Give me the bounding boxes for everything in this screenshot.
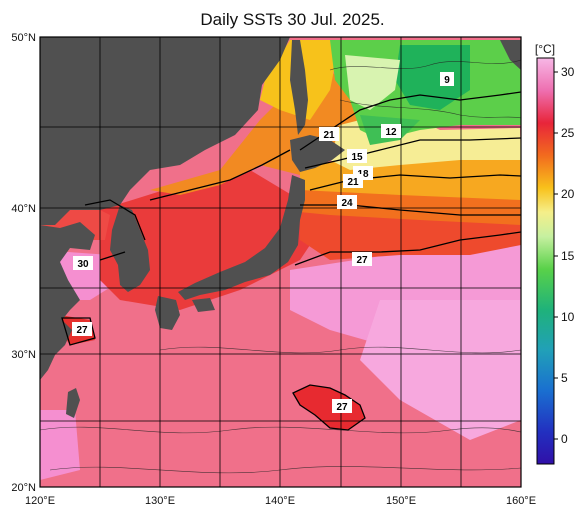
svg-text:12: 12 (385, 127, 397, 138)
lon-label-160e: 160°E (506, 495, 536, 507)
lon-label-140e: 140°E (265, 495, 295, 507)
colorbar-gradient (536, 57, 555, 465)
isotherm-label-15: 15 (347, 149, 367, 163)
lon-label-150e: 150°E (386, 495, 416, 507)
lat-label-40n: 40°N (11, 203, 36, 215)
lat-label-20n: 20°N (11, 482, 36, 494)
isotherm-label-27-east: 27 (352, 252, 372, 266)
lon-label-120e: 120°E (25, 495, 55, 507)
map-frame (39, 36, 522, 488)
colorbar: [°C] 30 25 20 15 10 5 0 (535, 42, 575, 465)
svg-text:24: 24 (341, 198, 353, 209)
isotherm-label-21-north: 21 (319, 127, 339, 141)
svg-text:27: 27 (76, 325, 88, 336)
isotherm-label-30: 30 (73, 256, 93, 270)
colorbar-unit: [°C] (535, 42, 555, 56)
isotherm-label-27-west: 27 (72, 322, 92, 336)
isotherm-label-12: 12 (381, 124, 401, 138)
graticule (40, 37, 521, 487)
colorbar-tick-0: 0 (561, 432, 568, 446)
isotherm-label-24: 24 (337, 195, 357, 209)
isotherm-labels: 9 12 15 18 21 21 24 27 30 27 27 (72, 72, 454, 413)
sst-field (40, 37, 521, 487)
longitude-labels: 120°E 130°E 140°E 150°E 160°E (25, 495, 536, 507)
lat-label-50n: 50°N (11, 32, 36, 44)
isotherm-label-27-south: 27 (332, 399, 352, 413)
svg-text:21: 21 (347, 177, 359, 188)
latitude-labels: 50°N 40°N 30°N 20°N (11, 32, 36, 494)
isotherm-label-9: 9 (440, 72, 454, 86)
svg-text:27: 27 (356, 255, 368, 266)
colorbar-tick-15: 15 (561, 249, 575, 263)
colorbar-tick-5: 5 (561, 371, 568, 385)
svg-text:18: 18 (357, 169, 369, 180)
svg-text:9: 9 (444, 75, 450, 86)
colorbar-tick-25: 25 (561, 126, 575, 140)
svg-text:27: 27 (336, 402, 348, 413)
colorbar-tick-30: 30 (561, 65, 575, 79)
lon-label-130e: 130°E (145, 495, 175, 507)
isotherm-label-21-south: 21 (343, 174, 363, 188)
colorbar-tick-10: 10 (561, 310, 575, 324)
svg-text:21: 21 (323, 130, 335, 141)
map-title: Daily SSTs 30 Jul. 2025. (200, 10, 385, 29)
svg-text:30: 30 (77, 259, 89, 270)
lat-label-30n: 30°N (11, 349, 36, 361)
colorbar-tick-20: 20 (561, 187, 575, 201)
land-mass (40, 37, 521, 418)
svg-text:15: 15 (351, 152, 363, 163)
